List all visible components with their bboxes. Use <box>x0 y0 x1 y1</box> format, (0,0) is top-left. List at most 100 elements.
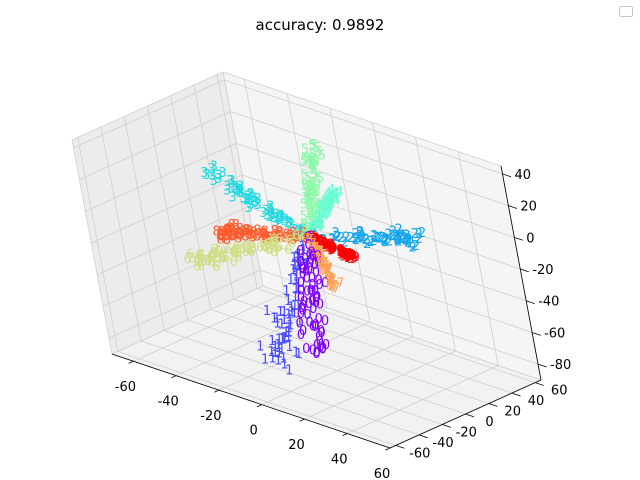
digit-point-8: 8 <box>218 228 226 243</box>
digit-point-1: 1 <box>295 347 303 362</box>
digit-point-8: 8 <box>260 225 268 240</box>
digit-point-9: 9 <box>328 242 336 257</box>
digit-point-3: 3 <box>208 169 216 184</box>
digit-point-7: 7 <box>318 257 326 272</box>
digit-point-0: 0 <box>303 285 311 300</box>
digit-point-8: 8 <box>236 227 244 242</box>
digit-point-8: 8 <box>273 229 281 244</box>
digit-point-9: 9 <box>326 241 334 256</box>
digit-point-4: 4 <box>324 201 332 216</box>
digit-point-4: 4 <box>327 194 335 209</box>
digit-point-4: 4 <box>320 197 328 212</box>
digit-point-9: 9 <box>346 252 354 267</box>
digit-point-8: 8 <box>262 231 270 246</box>
digit-point-2: 2 <box>311 230 319 245</box>
digit-point-1: 1 <box>275 347 283 362</box>
digit-point-1: 1 <box>276 305 284 320</box>
digit-point-3: 3 <box>281 215 289 230</box>
digit-point-5: 5 <box>304 221 312 236</box>
digit-point-9: 9 <box>346 248 354 263</box>
digit-point-0: 0 <box>306 248 314 263</box>
digit-point-0: 0 <box>297 307 305 322</box>
digit-point-6: 6 <box>268 236 276 251</box>
digit-point-3: 3 <box>237 186 245 201</box>
digit-point-0: 0 <box>321 314 329 329</box>
digit-point-0: 0 <box>305 297 313 312</box>
digit-point-8: 8 <box>223 225 231 240</box>
grid-x-back <box>457 151 499 366</box>
digit-point-5: 5 <box>309 184 317 199</box>
digit-point-3: 3 <box>266 210 274 225</box>
digit-point-6: 6 <box>274 241 282 256</box>
digit-point-7: 7 <box>307 233 315 248</box>
digit-point-8: 8 <box>261 233 269 248</box>
digit-point-5: 5 <box>311 156 319 171</box>
digit-point-3: 3 <box>266 202 274 217</box>
digit-point-7: 7 <box>315 247 323 262</box>
digit-point-0: 0 <box>312 291 320 306</box>
digit-point-5: 5 <box>307 204 315 219</box>
digit-point-0: 0 <box>316 335 324 350</box>
digit-point-9: 9 <box>329 242 337 257</box>
digit-point-3: 3 <box>294 223 302 238</box>
digit-point-1: 1 <box>300 243 308 258</box>
z-tick-label: 40 <box>515 168 532 183</box>
grid-z-back <box>236 142 515 238</box>
digit-point-2: 2 <box>347 231 355 246</box>
digit-point-7: 7 <box>326 279 334 294</box>
digit-point-8: 8 <box>271 224 279 239</box>
digit-point-7: 7 <box>328 274 336 289</box>
digit-point-4: 4 <box>307 223 315 238</box>
digit-point-8: 8 <box>243 223 251 238</box>
digit-point-1: 1 <box>273 316 281 331</box>
digit-point-5: 5 <box>311 167 319 182</box>
digit-point-4: 4 <box>327 196 335 211</box>
digit-point-8: 8 <box>267 231 275 246</box>
digit-point-7: 7 <box>309 241 317 256</box>
digit-point-5: 5 <box>310 204 318 219</box>
digit-point-4: 4 <box>314 198 322 213</box>
digit-point-0: 0 <box>296 244 304 259</box>
digit-point-5: 5 <box>312 152 320 167</box>
digit-point-8: 8 <box>223 223 231 238</box>
digit-point-5: 5 <box>304 180 312 195</box>
digit-point-2: 2 <box>352 231 360 246</box>
digit-point-5: 5 <box>301 168 309 183</box>
digit-point-6: 6 <box>259 239 267 254</box>
grid-z-back <box>248 206 527 302</box>
digit-point-1: 1 <box>284 325 292 340</box>
digit-point-8: 8 <box>273 231 281 246</box>
digit-point-8: 8 <box>234 232 242 247</box>
digit-point-2: 2 <box>342 231 350 246</box>
digit-point-6: 6 <box>272 242 280 257</box>
grid-y-floor <box>210 309 489 404</box>
digit-point-0: 0 <box>297 284 305 299</box>
digit-point-8: 8 <box>262 230 270 245</box>
digit-point-5: 5 <box>308 157 316 172</box>
digit-point-1: 1 <box>294 251 302 266</box>
digit-point-0: 0 <box>298 261 306 276</box>
digit-point-6: 6 <box>206 251 214 266</box>
digit-point-4: 4 <box>316 214 324 229</box>
digit-point-4: 4 <box>306 225 314 240</box>
digit-point-9: 9 <box>336 244 344 259</box>
digit-point-6: 6 <box>188 251 196 266</box>
digit-point-4: 4 <box>328 189 336 204</box>
digit-point-8: 8 <box>265 231 273 246</box>
digit-point-9: 9 <box>327 243 335 258</box>
grid-z-back <box>242 174 521 270</box>
digit-point-6: 6 <box>212 260 220 275</box>
digit-point-7: 7 <box>322 259 330 274</box>
digit-point-2: 2 <box>398 232 406 247</box>
digit-point-6: 6 <box>300 228 308 243</box>
digit-point-7: 7 <box>312 245 320 260</box>
digit-point-8: 8 <box>223 223 231 238</box>
digit-point-9: 9 <box>328 243 336 258</box>
digit-point-8: 8 <box>254 228 262 243</box>
digit-point-8: 8 <box>289 233 297 248</box>
digit-point-6: 6 <box>285 234 293 249</box>
digit-point-1: 1 <box>286 318 294 333</box>
digit-point-7: 7 <box>319 264 327 279</box>
digit-point-3: 3 <box>267 207 275 222</box>
